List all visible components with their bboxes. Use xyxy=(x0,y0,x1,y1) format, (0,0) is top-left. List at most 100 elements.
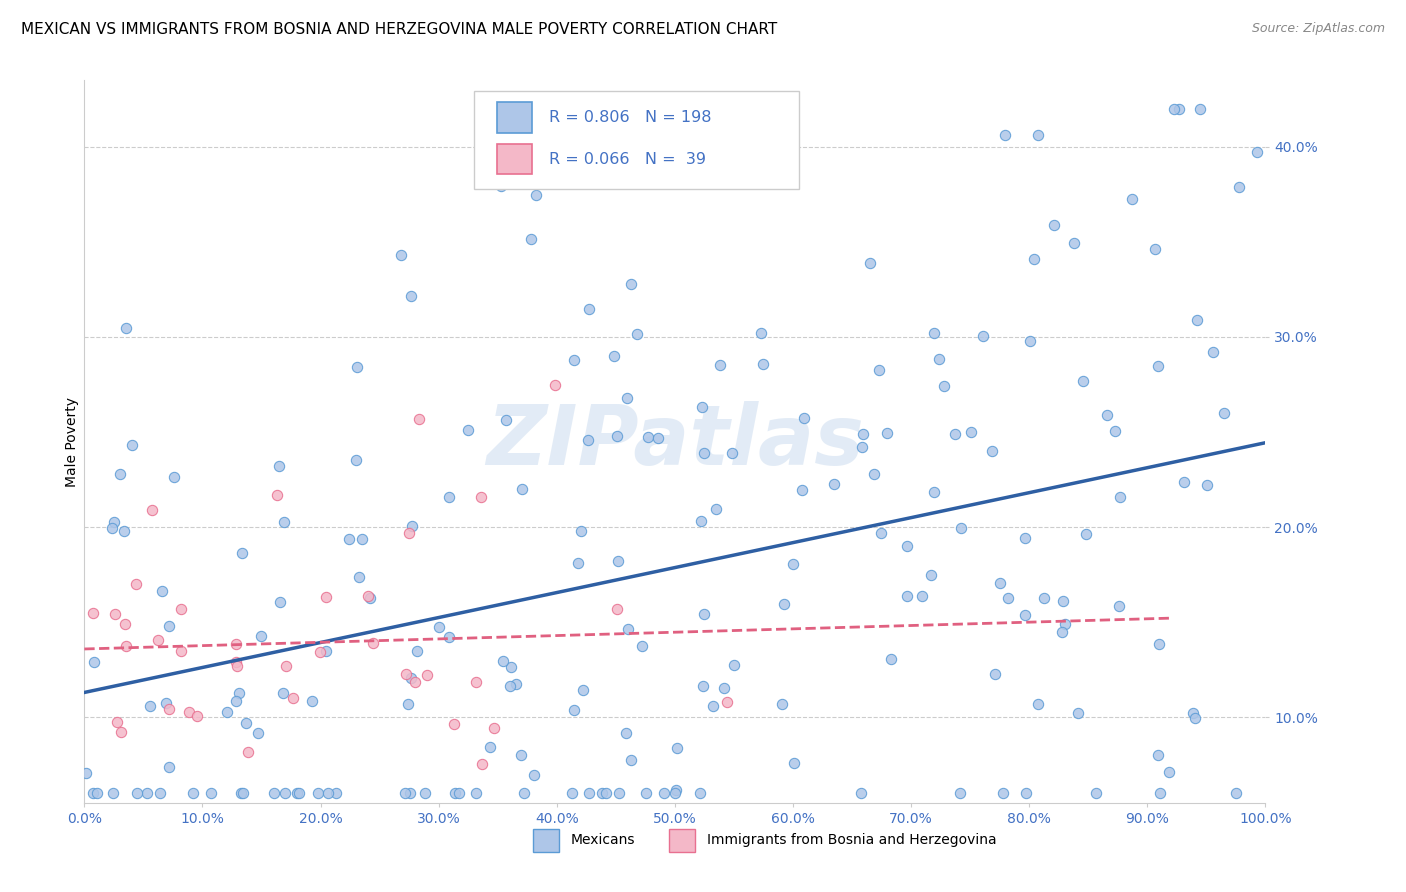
FancyBboxPatch shape xyxy=(474,91,799,189)
Point xyxy=(561,786,583,800)
Point xyxy=(346,359,368,374)
Point xyxy=(437,630,460,644)
Point xyxy=(1149,786,1171,800)
Point xyxy=(1173,475,1195,489)
Point xyxy=(110,467,132,481)
Point xyxy=(307,786,329,800)
Point xyxy=(1104,424,1126,438)
Point xyxy=(1202,344,1225,359)
Point xyxy=(631,639,654,653)
Point xyxy=(716,695,738,709)
Point xyxy=(491,178,513,193)
Point xyxy=(139,699,162,714)
Point xyxy=(849,786,872,800)
Point xyxy=(200,786,222,800)
Point xyxy=(148,786,170,800)
Point xyxy=(616,391,638,405)
Point xyxy=(470,756,492,771)
Point xyxy=(690,514,713,528)
Point xyxy=(271,686,294,700)
Point xyxy=(427,620,450,634)
Point xyxy=(100,520,122,534)
Point xyxy=(922,326,945,340)
Point xyxy=(620,753,643,767)
Point xyxy=(693,607,716,621)
Point xyxy=(988,576,1011,591)
Point xyxy=(273,786,295,800)
Point xyxy=(576,433,599,447)
Point xyxy=(544,378,567,392)
Point xyxy=(713,681,735,696)
Point xyxy=(607,554,630,568)
Point xyxy=(1167,102,1189,116)
Point xyxy=(115,639,138,653)
Point xyxy=(315,643,337,657)
Point xyxy=(934,378,956,392)
Point xyxy=(1184,711,1206,725)
Point xyxy=(447,786,470,800)
Point xyxy=(1159,764,1181,779)
Point xyxy=(647,431,669,445)
Point xyxy=(273,515,295,529)
Point xyxy=(86,786,108,800)
Point xyxy=(880,652,903,666)
Point xyxy=(607,786,630,800)
Point xyxy=(702,699,724,714)
Point xyxy=(501,660,523,674)
Point xyxy=(398,526,420,541)
Point xyxy=(868,363,890,377)
Point xyxy=(564,353,586,368)
Point xyxy=(1143,243,1166,257)
Point xyxy=(770,697,793,711)
Point xyxy=(523,768,546,782)
Point xyxy=(413,786,436,800)
Point xyxy=(524,187,547,202)
Point xyxy=(949,786,972,800)
Text: Immigrants from Bosnia and Herzegovina: Immigrants from Bosnia and Herzegovina xyxy=(707,833,997,847)
Point xyxy=(1213,406,1236,420)
Point xyxy=(591,786,613,800)
Point xyxy=(159,619,181,633)
Point xyxy=(773,597,796,611)
FancyBboxPatch shape xyxy=(496,103,531,133)
Point xyxy=(863,467,886,481)
Point xyxy=(1147,359,1170,374)
Point xyxy=(236,745,259,759)
Point xyxy=(399,786,422,800)
Point xyxy=(269,594,291,608)
Point xyxy=(101,786,124,800)
FancyBboxPatch shape xyxy=(496,144,531,174)
Point xyxy=(782,557,804,571)
Point xyxy=(911,589,934,603)
Point xyxy=(325,786,347,800)
Point xyxy=(1063,235,1085,250)
Point xyxy=(263,786,285,800)
Point xyxy=(1067,706,1090,721)
Text: R = 0.806   N = 198: R = 0.806 N = 198 xyxy=(548,110,711,125)
Point xyxy=(1108,599,1130,613)
Point xyxy=(83,656,105,670)
Point xyxy=(704,501,727,516)
Point xyxy=(1185,313,1208,327)
Y-axis label: Male Poverty: Male Poverty xyxy=(65,397,79,486)
Point xyxy=(105,714,128,729)
Point xyxy=(281,690,304,705)
Point xyxy=(920,567,942,582)
Point xyxy=(103,516,125,530)
Point xyxy=(352,532,374,546)
Point xyxy=(359,591,381,605)
Point xyxy=(125,577,148,591)
Point xyxy=(247,726,270,740)
Point xyxy=(404,675,426,690)
Point xyxy=(112,524,135,538)
Point xyxy=(617,622,640,636)
Point xyxy=(943,427,966,442)
Point xyxy=(115,321,138,335)
Point xyxy=(470,491,492,505)
Point xyxy=(1028,128,1050,142)
Text: MEXICAN VS IMMIGRANTS FROM BOSNIA AND HERZEGOVINA MALE POVERTY CORRELATION CHART: MEXICAN VS IMMIGRANTS FROM BOSNIA AND HE… xyxy=(21,22,778,37)
Point xyxy=(510,483,533,497)
Point xyxy=(309,645,332,659)
Point xyxy=(114,616,136,631)
Point xyxy=(569,524,592,538)
